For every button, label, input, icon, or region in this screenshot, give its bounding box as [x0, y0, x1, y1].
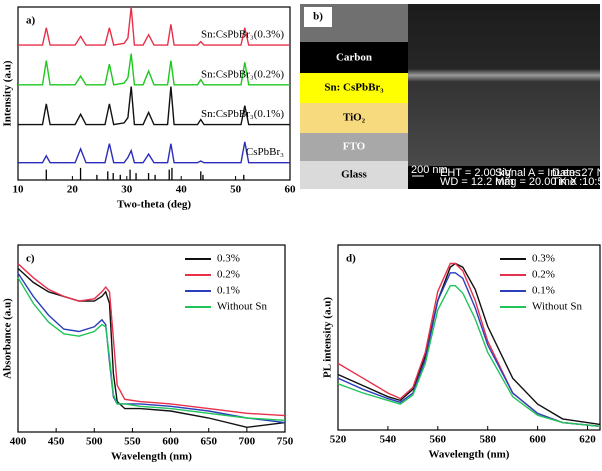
legend-label: 0.2% — [532, 269, 555, 281]
series-label: Sn:CsPbBr₃(0.1%) — [201, 108, 284, 120]
series-line — [18, 141, 290, 164]
series-line — [337, 262, 601, 427]
x-tick-label: 600 — [162, 436, 179, 448]
scale-label: 200 nm — [411, 164, 448, 176]
panel-label: c) — [26, 253, 35, 265]
legend-label: 0.2% — [217, 269, 240, 281]
sem-image — [408, 4, 600, 166]
sem-info: Signal A = InLens — [495, 167, 581, 179]
layer-label: Glass — [341, 169, 367, 181]
legend-label: 0.3% — [532, 253, 555, 265]
series-label: Sn:CsPbBr₃(0.3%) — [201, 29, 284, 41]
legend-label: Without Sn — [532, 301, 582, 313]
series-line — [337, 262, 601, 426]
series-line — [17, 267, 286, 429]
x-axis-label: Wavelength (nm) — [429, 449, 510, 461]
sem-info: WD = 12.2 mm — [440, 176, 514, 188]
layer-label: TiO₂ — [343, 112, 366, 124]
series-line — [17, 272, 286, 424]
label-box — [304, 7, 332, 27]
y-axis-label: Absorbance (a.u) — [2, 298, 14, 379]
panel-label: a) — [26, 15, 36, 27]
layer — [300, 161, 408, 189]
x-tick-label: 400 — [10, 436, 27, 448]
series-line — [337, 272, 601, 427]
series-line — [18, 53, 290, 86]
sem-info: Mag = 20.00 K X — [495, 176, 578, 188]
x-tick-label: 30 — [121, 184, 133, 196]
y-axis-label: Intensity (a.u) — [2, 60, 14, 126]
series-line — [18, 86, 290, 126]
x-tick-label: 450 — [48, 436, 65, 448]
sem-info: Date :27 Nov 2020 — [552, 167, 602, 179]
layer-label: Sn: CsPbBr₃ — [324, 82, 384, 94]
legend-label: 0.1% — [217, 285, 240, 297]
x-tick-label: 580 — [479, 434, 496, 446]
x-tick-label: 600 — [529, 434, 546, 446]
sem-info: EHT = 2.00 kV — [440, 167, 512, 179]
panel-label: b) — [313, 11, 323, 23]
x-tick-label: 620 — [579, 434, 596, 446]
x-tick-label: 500 — [86, 436, 103, 448]
layer — [300, 133, 408, 161]
layer — [300, 73, 408, 103]
x-tick-label: 750 — [277, 436, 294, 448]
x-tick-label: 650 — [200, 436, 217, 448]
series-line — [18, 6, 290, 46]
x-tick-label: 60 — [285, 184, 297, 196]
x-tick-label: 40 — [176, 184, 188, 196]
series-line — [17, 277, 286, 421]
layer-label: Carbon — [336, 52, 372, 64]
x-axis-label: Two-theta (deg) — [117, 199, 191, 211]
x-tick-label: 550 — [124, 436, 141, 448]
sem-info: Time :10:52:15 — [552, 176, 602, 188]
series-line — [17, 263, 286, 417]
y-axis-label: PL intensity (a.u) — [322, 297, 334, 378]
series-label: Sn:CsPbBr₃(0.2%) — [201, 68, 284, 80]
series-label: CsPbBr₃ — [246, 146, 284, 158]
x-tick-label: 520 — [330, 434, 347, 446]
layer — [300, 42, 408, 73]
legend-label: 0.3% — [217, 253, 240, 265]
x-tick-label: 10 — [13, 184, 25, 196]
legend-label: Without Sn — [217, 301, 267, 313]
layer — [300, 103, 408, 133]
plot-frame — [337, 244, 601, 431]
plot-frame — [17, 244, 286, 433]
plot-frame — [17, 6, 291, 181]
sem-info-bar — [408, 166, 600, 189]
series-line — [337, 285, 601, 427]
panel-b: b) Carbon Sn: CsPbBr₃ TiO₂ FTO Glass 200… — [300, 4, 602, 189]
x-tick-label: 540 — [380, 434, 397, 446]
x-tick-label: 50 — [230, 184, 242, 196]
x-tick-label: 700 — [239, 436, 256, 448]
x-axis-label: Wavelength (nm) — [111, 451, 192, 463]
x-tick-label: 560 — [430, 434, 447, 446]
layer-label: FTO — [343, 141, 366, 153]
panel-label: d) — [346, 253, 356, 265]
x-tick-label: 20 — [67, 184, 79, 196]
legend-label: 0.1% — [532, 285, 555, 297]
